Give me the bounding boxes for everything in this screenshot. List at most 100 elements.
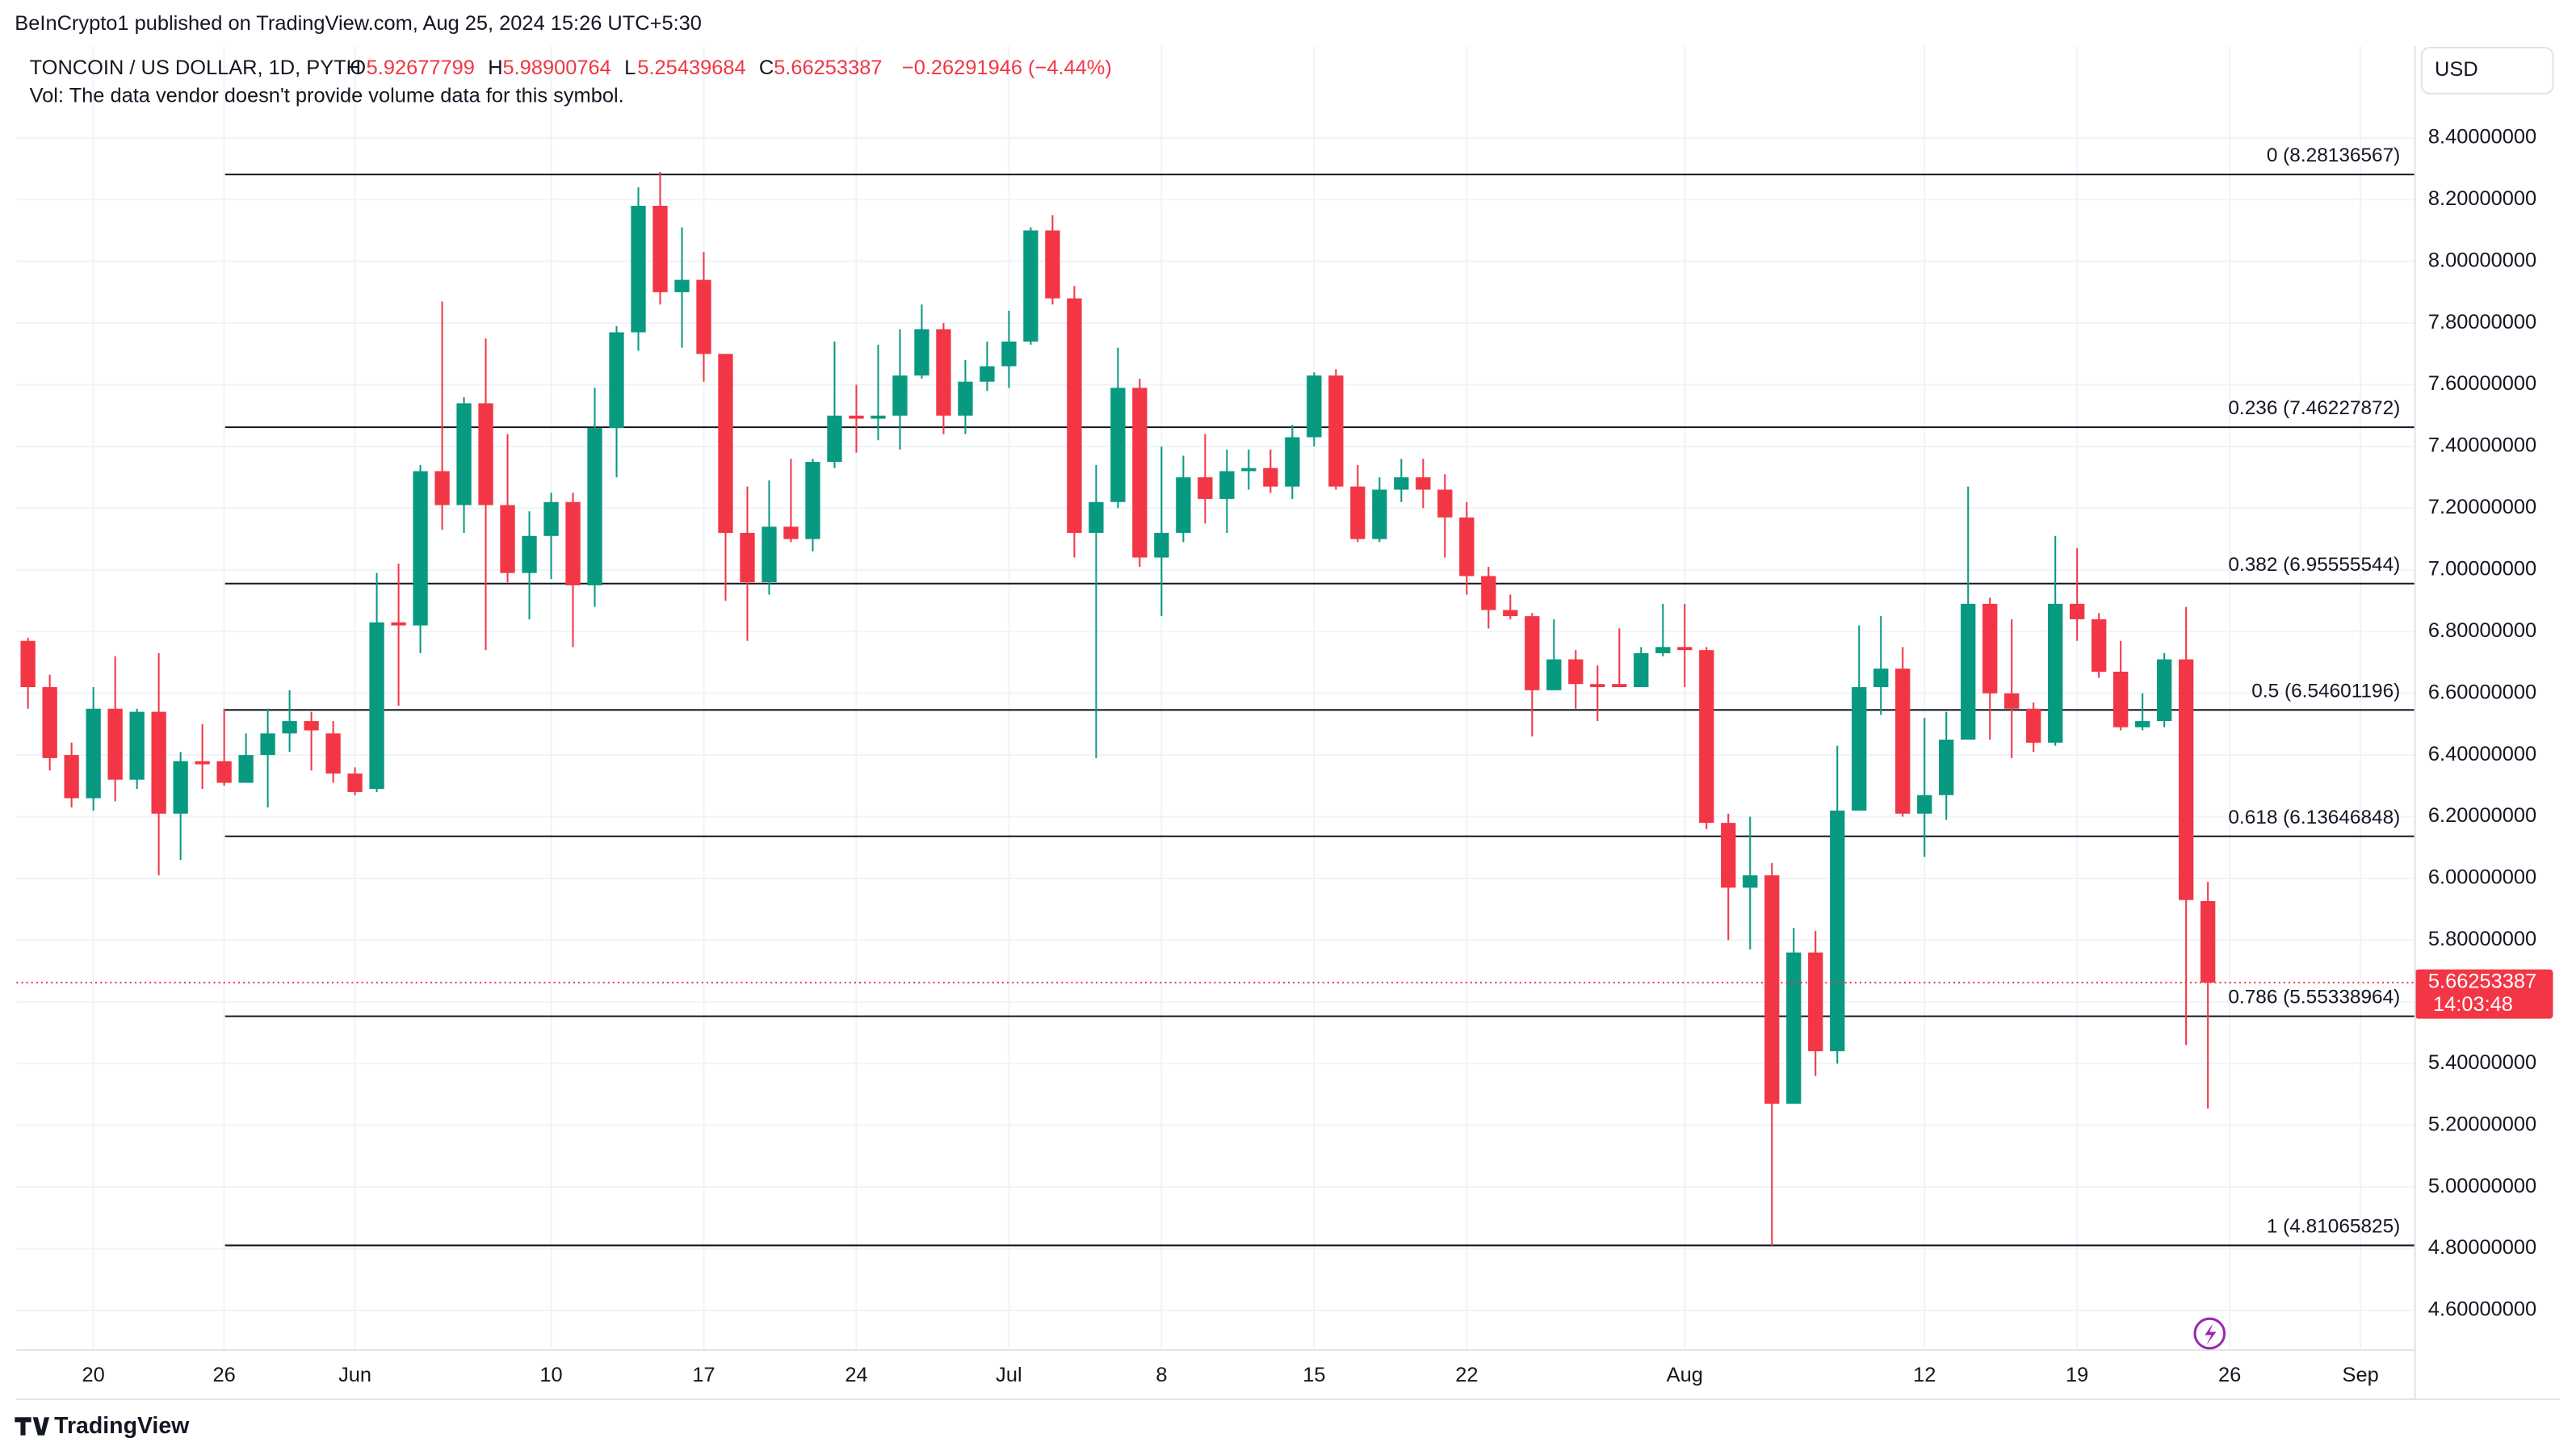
candle-body — [2070, 603, 2085, 619]
candle-body — [1895, 669, 1911, 814]
candle-body — [1437, 489, 1453, 518]
x-tick-label: 10 — [539, 1364, 562, 1386]
candle-body — [849, 415, 864, 419]
candle-body — [86, 708, 101, 799]
candle-body — [871, 415, 886, 419]
close-value: 5.66253387 — [774, 57, 882, 79]
x-tick-label: 15 — [1303, 1364, 1325, 1386]
y-tick-label: 6.60000000 — [2428, 681, 2536, 703]
candle-body — [1394, 477, 1409, 490]
candle-body — [718, 354, 733, 533]
y-tick-label: 7.00000000 — [2428, 558, 2536, 581]
candle-body — [216, 761, 232, 783]
fib-retracement: 0 (8.28136567) 0.236 (7.46227872) 0.382 (6… — [224, 145, 2415, 1247]
candle-body — [522, 535, 537, 573]
candle-body — [195, 761, 210, 765]
x-tick-label: 8 — [1156, 1364, 1167, 1386]
fib-level-label: 0.236 (7.46227872) — [2228, 397, 2400, 419]
fib-level-label: 0.382 (6.95555544) — [2228, 554, 2400, 576]
candle-body — [2091, 618, 2107, 672]
published-note: BeInCrypto1 published on TradingView.com… — [15, 12, 702, 35]
open-label: O — [350, 57, 366, 79]
candle-body — [1110, 388, 1126, 502]
candle-body — [1721, 823, 1736, 888]
candle-body — [2179, 659, 2194, 900]
candle-body — [1655, 647, 1671, 653]
candle-body — [740, 532, 755, 583]
y-tick-label: 6.20000000 — [2428, 804, 2536, 827]
brand-logo — [15, 1417, 50, 1436]
candle-body — [304, 721, 319, 731]
y-tick-label: 7.20000000 — [2428, 496, 2536, 518]
y-tick-label: 5.00000000 — [2428, 1175, 2536, 1197]
candle-body — [1939, 739, 1954, 795]
x-tick-label: Jul — [996, 1364, 1022, 1386]
high-value: 5.98900764 — [503, 57, 611, 79]
y-tick-label: 8.20000000 — [2428, 187, 2536, 210]
candle-body — [260, 733, 275, 756]
candle-body — [1743, 875, 1758, 888]
candle-body — [2004, 693, 2020, 709]
last-price-tag — [2414, 969, 2553, 1019]
x-tick-label: 26 — [212, 1364, 235, 1386]
candle-body — [587, 428, 602, 585]
candle-body — [1416, 477, 1431, 490]
candle-body — [609, 332, 624, 429]
candle-body — [958, 381, 973, 416]
currency[interactable]: USD — [2435, 58, 2478, 81]
change: −0.26291946 (−4.44%) — [902, 57, 1112, 79]
candle-body — [325, 733, 341, 774]
candle-body — [20, 640, 36, 688]
candle-body — [456, 403, 472, 505]
candle-body — [2026, 708, 2041, 743]
y-tick-label: 6.80000000 — [2428, 619, 2536, 642]
candle-body — [2048, 603, 2063, 743]
candle-body — [1241, 468, 1257, 472]
low-value: 5.25439684 — [637, 57, 745, 79]
candle-body — [827, 415, 842, 463]
candle-body — [1546, 659, 1562, 690]
brand: TradingView — [54, 1413, 190, 1439]
y-tick-label: 4.60000000 — [2428, 1298, 2536, 1321]
y-tick-label: 4.80000000 — [2428, 1236, 2536, 1259]
y-tick-label: 8.40000000 — [2428, 126, 2536, 149]
candle-body — [1852, 687, 1867, 811]
candle-body — [151, 711, 166, 814]
candle-body — [2201, 900, 2216, 983]
candle-body — [282, 721, 297, 734]
x-tick-label: 26 — [2218, 1364, 2241, 1386]
candle-body — [1481, 576, 1496, 610]
candle-body — [631, 205, 646, 333]
candle-body — [565, 501, 581, 585]
candle-body — [1372, 489, 1387, 539]
candle-body — [1132, 388, 1147, 558]
candle-body — [1328, 375, 1344, 487]
candle-body — [1045, 230, 1060, 299]
candle-body — [500, 505, 515, 573]
x-tick-label: 20 — [82, 1364, 105, 1386]
candle-body — [1154, 532, 1169, 558]
candles — [20, 171, 2216, 1246]
x-tick-label: Jun — [338, 1364, 371, 1386]
candle-body — [413, 471, 428, 626]
y-tick-label: 5.80000000 — [2428, 928, 2536, 950]
volume-note: Vol: The data vendor doesn't provide vol… — [30, 85, 624, 107]
candle-body — [1961, 603, 1976, 740]
candle-body — [434, 471, 450, 505]
fib-level-label: 0.618 (6.13646848) — [2228, 807, 2400, 828]
candle-body — [761, 526, 777, 583]
candle-body — [1873, 669, 1889, 688]
candle-body — [129, 711, 145, 780]
fib-level-label: 0.786 (5.55338964) — [2228, 987, 2400, 1008]
y-tick-label: 6.40000000 — [2428, 743, 2536, 765]
candle-body — [936, 329, 951, 416]
x-tick-label: 22 — [1455, 1364, 1478, 1386]
x-tick-label: 19 — [2066, 1364, 2088, 1386]
currency-button[interactable] — [2420, 46, 2554, 94]
candle-body — [1089, 501, 1104, 533]
alert-icon[interactable] — [2193, 1317, 2226, 1350]
candle-body — [1764, 875, 1780, 1104]
candle-body — [64, 755, 79, 799]
candle-body — [674, 279, 690, 292]
candle-body — [1830, 810, 1845, 1051]
